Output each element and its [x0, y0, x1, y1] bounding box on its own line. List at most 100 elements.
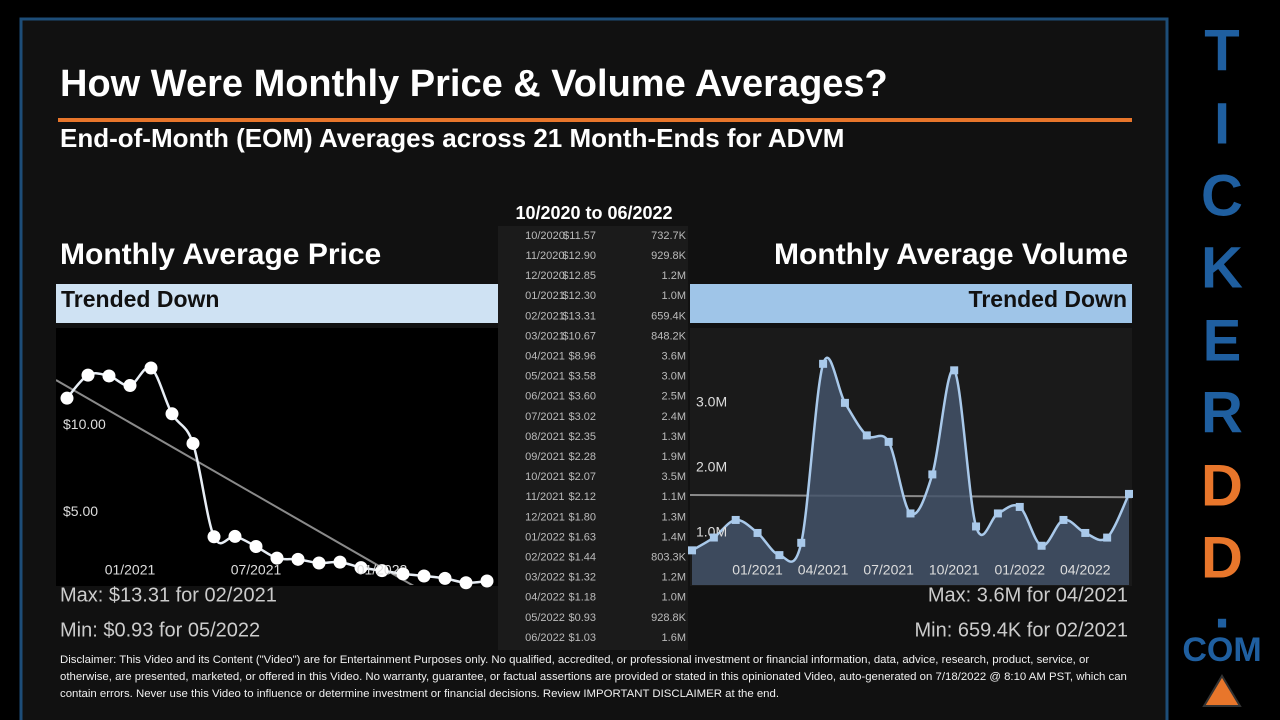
table-cell: $13.31: [562, 310, 596, 322]
chart-title: Monthly Average Price: [60, 238, 381, 271]
table-cell: $8.96: [568, 351, 596, 363]
trend-line: [690, 493, 1132, 499]
point: [186, 436, 200, 450]
point: [993, 509, 1002, 518]
point: [438, 571, 452, 585]
point: [972, 522, 981, 531]
brand-letter: T: [1204, 18, 1239, 83]
table-cell: 10/2021: [525, 471, 565, 483]
table-cell: $11.57: [563, 230, 596, 242]
point: [1125, 489, 1133, 498]
table-cell: $10.67: [562, 330, 596, 342]
table-cell: 659.4K: [651, 310, 687, 322]
point: [102, 369, 116, 383]
brand-letter: I: [1214, 91, 1230, 156]
table-cell: $1.80: [568, 511, 596, 523]
y-tick-label: $10.00: [63, 416, 106, 432]
table-cell: 03/2022: [525, 572, 565, 584]
point: [840, 398, 849, 407]
point: [775, 551, 784, 560]
point: [1037, 541, 1046, 550]
point: [270, 551, 284, 565]
point: [207, 530, 221, 544]
table-cell: $3.60: [568, 391, 596, 403]
point: [819, 359, 828, 368]
table-cell: 2.4M: [662, 411, 686, 423]
point: [950, 366, 959, 375]
point: [144, 361, 158, 375]
point: [417, 569, 431, 583]
table-cell: 2.5M: [662, 391, 686, 403]
point: [1059, 515, 1068, 524]
point: [249, 539, 263, 553]
table-cell: 02/2022: [525, 552, 565, 564]
table-cell: 1.4M: [662, 531, 686, 543]
stat: Max: $13.31 for 02/2021: [60, 584, 277, 606]
table-cell: 03/2021: [525, 330, 565, 342]
table-cell: 12/2021: [525, 511, 565, 523]
point: [354, 561, 368, 575]
table-cell: 929.8K: [651, 250, 687, 262]
x-tick-label: 10/2021: [929, 562, 980, 578]
table-cell: 04/2022: [525, 592, 565, 604]
disclaimer: Disclaimer: This Video and its Content (…: [60, 654, 1127, 700]
annotation-bar: [56, 284, 498, 323]
brand-letter: K: [1201, 235, 1243, 300]
table-cell: 06/2022: [525, 632, 565, 644]
trend-line: [56, 379, 415, 585]
stat: Min: $0.93 for 05/2022: [60, 619, 260, 641]
x-tick-label: 01/2022: [994, 562, 1045, 578]
point: [884, 437, 893, 446]
table-cell: 10/2020: [525, 230, 565, 242]
point: [1015, 502, 1024, 511]
table-cell: 3.6M: [662, 351, 686, 363]
point: [797, 538, 806, 547]
table-cell: $0.93: [568, 612, 596, 624]
table-cell: 3.5M: [662, 471, 686, 483]
table-cell: 3.0M: [662, 371, 686, 383]
area-fill: [692, 357, 1129, 585]
table-cell: $3.02: [568, 411, 596, 423]
point: [291, 552, 305, 566]
table-cell: 12/2020: [525, 270, 565, 282]
table-cell: $1.44: [568, 552, 596, 564]
brand-letter: D: [1201, 525, 1243, 590]
annotation: Trended Down: [61, 286, 219, 312]
stat: Min: 659.4K for 02/2021: [915, 619, 1128, 641]
brand-letter: COM: [1182, 631, 1261, 669]
point: [1103, 533, 1112, 542]
table-cell: 09/2021: [525, 451, 565, 463]
table-cell: 1.3M: [662, 431, 686, 443]
point: [862, 431, 871, 440]
table-cell: 11/2021: [526, 491, 565, 503]
point: [312, 556, 326, 570]
table-cell: $2.07: [568, 471, 596, 483]
table-cell: $12.90: [562, 250, 596, 262]
point: [81, 368, 95, 382]
point: [1081, 528, 1090, 537]
chart-title: Monthly Average Volume: [774, 238, 1128, 271]
table-cell: 01/2021: [525, 290, 565, 302]
x-tick-label: 07/2021: [231, 562, 282, 578]
table-cell: 1.1M: [662, 491, 686, 503]
brand-letter: E: [1203, 308, 1242, 373]
title: How Were Monthly Price & Volume Averages…: [60, 63, 888, 105]
point: [709, 533, 718, 542]
point: [731, 515, 740, 524]
table-cell: 05/2022: [525, 612, 565, 624]
table-cell: $2.12: [568, 491, 596, 503]
table-cell: 06/2021: [525, 391, 565, 403]
table-cell: $12.30: [562, 290, 596, 302]
table-cell: 1.9M: [662, 451, 686, 463]
table-cell: 04/2021: [525, 351, 565, 363]
point: [123, 379, 137, 393]
y-tick-label: 2.0M: [696, 459, 727, 475]
table-title: 10/2020 to 06/2022: [515, 203, 672, 223]
x-tick-label: 04/2022: [1060, 562, 1111, 578]
annotation: Trended Down: [969, 286, 1127, 312]
table-cell: $2.35: [568, 431, 596, 443]
table-cell: 848.2K: [651, 330, 687, 342]
logo-icon: [1202, 674, 1242, 707]
